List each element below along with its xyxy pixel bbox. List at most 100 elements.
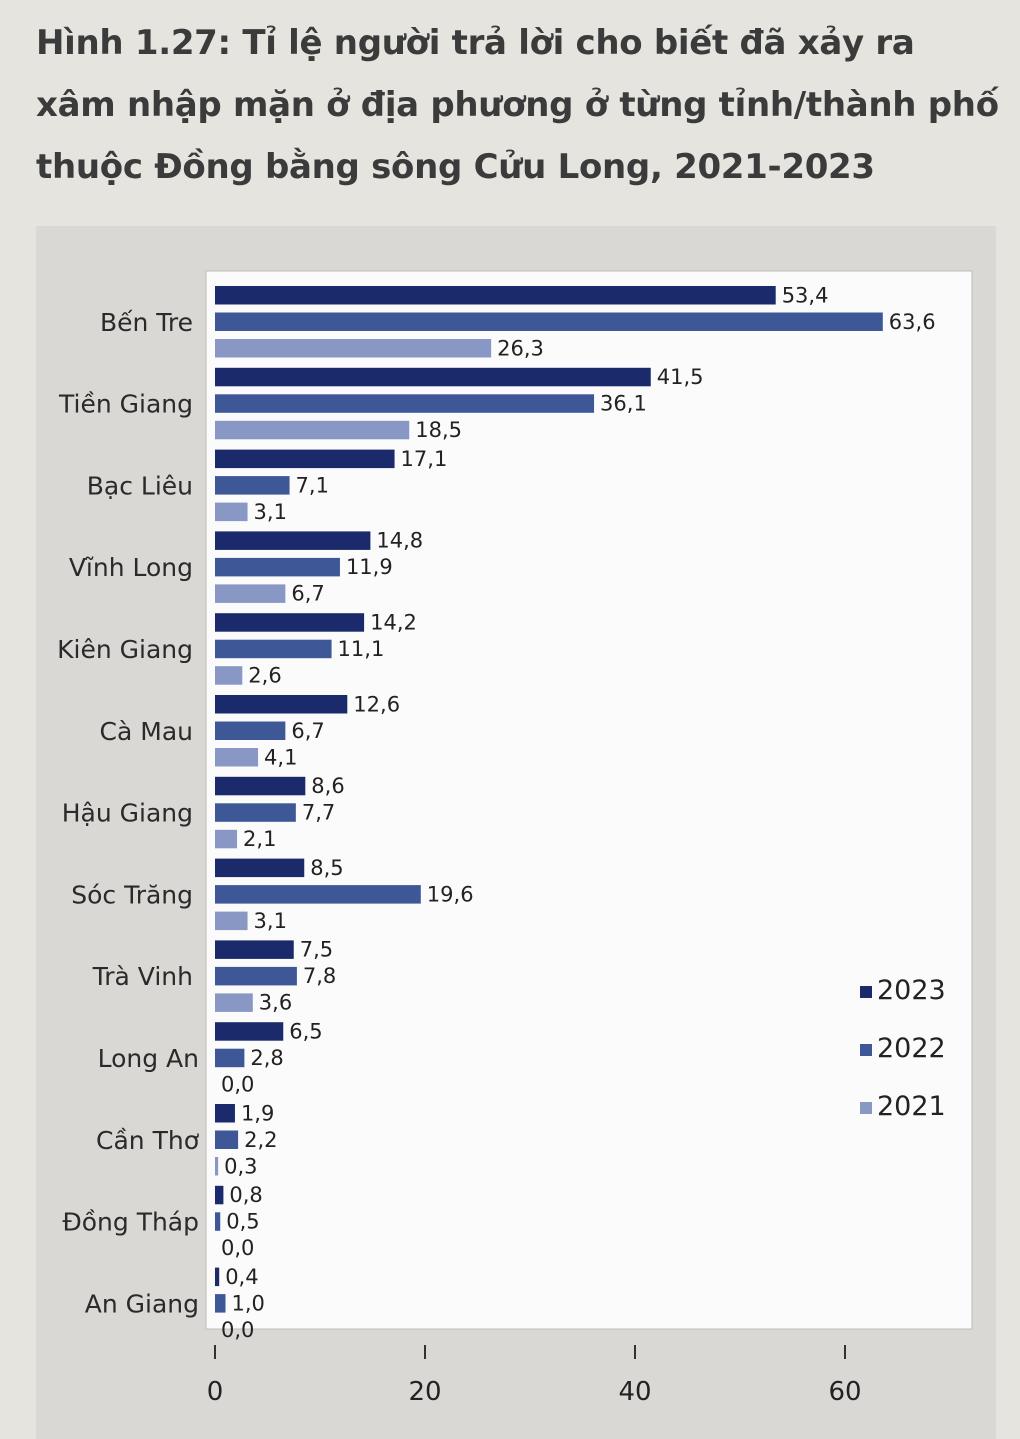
bar-2023 [215, 858, 305, 878]
x-tick-label: 20 [408, 1377, 441, 1407]
category-label: Cà Mau [100, 717, 193, 746]
bar-2022 [215, 557, 340, 577]
value-label: 11,9 [346, 555, 393, 579]
value-label: 0,0 [221, 1236, 254, 1260]
value-label: 2,8 [250, 1046, 283, 1070]
category-label: Sóc Trăng [71, 880, 193, 909]
value-label: 19,6 [427, 882, 474, 906]
bar-2021 [215, 584, 286, 603]
value-label: 17,1 [401, 447, 448, 471]
bar-2022 [215, 803, 296, 822]
chart-title: Hình 1.27: Tỉ lệ người trả lời cho biết … [36, 23, 999, 187]
bar-2023 [215, 531, 371, 550]
bar-2022 [215, 476, 290, 495]
value-label: 0,4 [225, 1265, 258, 1289]
category-label: Bến Tre [100, 308, 193, 337]
bar-2022 [215, 312, 883, 331]
value-label: 14,8 [376, 529, 423, 553]
bar-2023 [215, 1185, 224, 1205]
value-label: 8,6 [311, 774, 344, 798]
value-label: 0,0 [221, 1072, 254, 1096]
bar-2021 [215, 502, 248, 522]
bar-2021 [215, 339, 492, 358]
value-label: 7,5 [300, 938, 333, 962]
value-label: 36,1 [600, 392, 647, 416]
bar-2021 [215, 911, 248, 931]
bar-2022 [215, 394, 595, 413]
bar-2021 [215, 748, 259, 767]
category-label: Cần Thơ [96, 1126, 200, 1155]
category-label: Long An [98, 1044, 199, 1073]
category-label: Trà Vinh [92, 962, 193, 991]
value-label: 6,7 [291, 719, 324, 743]
bar-2022 [215, 1294, 226, 1313]
value-label: 7,7 [302, 801, 335, 825]
value-label: 53,4 [782, 283, 829, 307]
value-label: 1,9 [241, 1101, 274, 1125]
value-label: 6,7 [291, 582, 324, 606]
bar-2021 [215, 993, 253, 1012]
legend-swatch-2022 [860, 1044, 872, 1056]
bar-2022 [215, 1212, 221, 1231]
bars-group [215, 286, 883, 1313]
value-label: 3,1 [254, 909, 287, 933]
value-label: 2,2 [244, 1128, 277, 1152]
plot-area [205, 270, 973, 1330]
value-label: 41,5 [657, 365, 704, 389]
category-label: Tiền Giang [58, 390, 193, 419]
bar-2023 [215, 449, 395, 469]
legend-label: 2022 [877, 1033, 946, 1064]
bar-2023 [215, 940, 294, 959]
value-label: 63,6 [889, 310, 936, 334]
value-label: 3,6 [259, 991, 292, 1015]
bar-2022 [215, 966, 297, 986]
legend-label: 2021 [877, 1091, 946, 1122]
bar-2023 [215, 367, 651, 387]
value-label: 0,0 [221, 1318, 254, 1342]
value-label: 1,0 [232, 1291, 265, 1315]
legend-swatch-2021 [860, 1102, 872, 1114]
value-label: 0,5 [226, 1210, 259, 1234]
bar-2022 [215, 1048, 245, 1068]
bar-2023 [215, 1267, 220, 1287]
bar-2022 [215, 1130, 239, 1149]
value-label: 8,5 [310, 856, 343, 880]
category-label: Bạc Liêu [87, 471, 193, 500]
bar-2022 [215, 885, 421, 904]
bar-2022 [215, 639, 332, 659]
bar-2021 [215, 666, 243, 685]
legend-swatch-2023 [860, 986, 872, 998]
value-label: 6,5 [289, 1019, 322, 1043]
bar-2023 [215, 1022, 284, 1041]
bar-2023 [215, 613, 365, 632]
value-label: 4,1 [264, 745, 297, 769]
bar-2023 [215, 776, 306, 796]
x-tick-label: 0 [207, 1377, 224, 1407]
category-label: Vĩnh Long [69, 553, 193, 582]
bar-2021 [215, 1157, 219, 1176]
bar-2023 [215, 286, 776, 305]
bar-2021 [215, 420, 410, 440]
x-tick-label: 60 [828, 1377, 861, 1407]
category-label: Hậu Giang [62, 799, 193, 828]
value-label: 2,1 [243, 827, 276, 851]
value-label: 7,8 [303, 964, 336, 988]
x-tick-label: 40 [618, 1377, 651, 1407]
value-labels-group: 53,463,626,341,536,118,517,17,13,114,811… [221, 283, 936, 1342]
value-label: 18,5 [415, 418, 462, 442]
legend-group: 2023 2022 2021 [860, 975, 946, 1122]
category-label: Đồng Tháp [62, 1208, 199, 1237]
value-label: 11,1 [338, 637, 385, 661]
value-label: 7,1 [296, 473, 329, 497]
value-label: 0,3 [224, 1154, 257, 1178]
value-label: 14,2 [370, 610, 417, 634]
value-label: 26,3 [497, 336, 544, 360]
bar-2021 [215, 829, 238, 849]
value-label: 3,1 [254, 500, 287, 524]
value-label: 0,8 [229, 1183, 262, 1207]
bar-2023 [215, 1104, 235, 1123]
bar-2022 [215, 721, 286, 740]
value-label: 12,6 [353, 692, 400, 716]
category-label: An Giang [85, 1289, 199, 1318]
